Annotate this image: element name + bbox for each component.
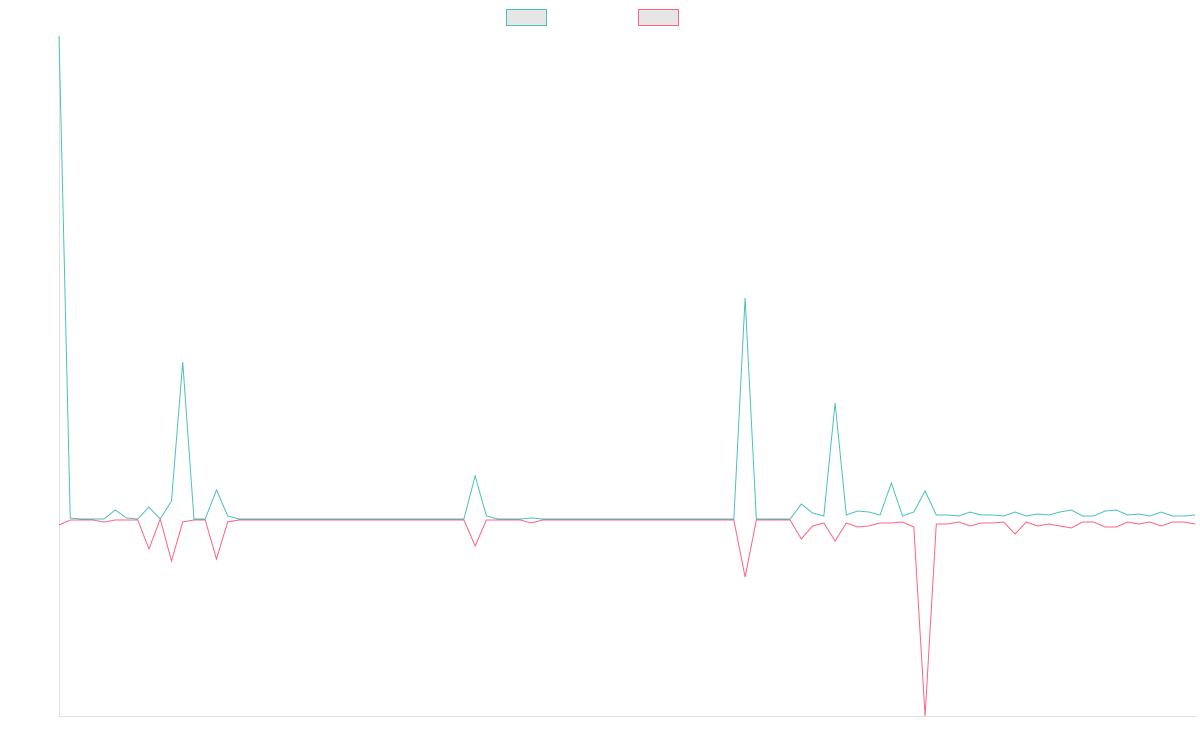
data-line — [58, 517, 1196, 717]
legend-swatch — [506, 9, 547, 26]
legend-swatch — [638, 9, 679, 26]
data-line — [58, 35, 1196, 520]
